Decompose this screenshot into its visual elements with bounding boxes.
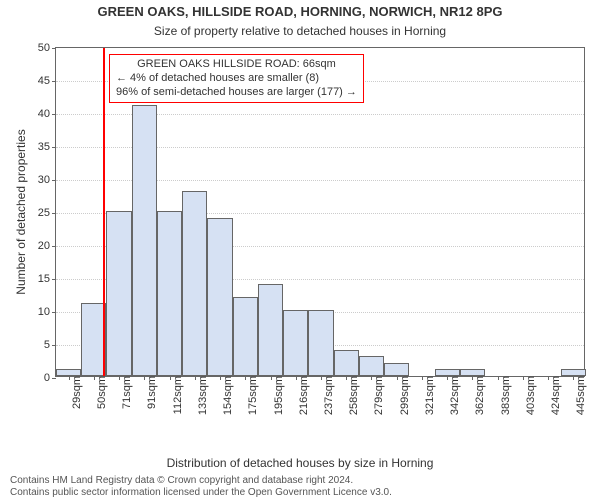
y-tick-label: 5: [44, 339, 56, 351]
y-axis-label: Number of detached properties: [14, 129, 28, 294]
histogram-bar: [182, 191, 207, 376]
x-tick-label: 321sqm: [422, 376, 436, 415]
x-tick-label: 112sqm: [170, 376, 184, 414]
x-tick-label: 133sqm: [195, 376, 209, 415]
histogram-bar: [106, 211, 131, 376]
x-tick-label: 424sqm: [548, 376, 562, 415]
x-tick-label: 91sqm: [144, 376, 158, 409]
x-tick-label: 29sqm: [69, 376, 83, 409]
x-tick-label: 258sqm: [346, 376, 360, 415]
y-tick-label: 45: [38, 75, 56, 87]
histogram-bar: [334, 350, 359, 376]
y-tick-label: 15: [38, 273, 56, 285]
x-tick-label: 195sqm: [271, 376, 285, 415]
histogram-bar: [384, 363, 409, 376]
y-tick-label: 35: [38, 141, 56, 153]
y-tick-label: 20: [38, 240, 56, 252]
chart-subtitle: Size of property relative to detached ho…: [0, 24, 600, 38]
x-tick-label: 175sqm: [245, 376, 259, 415]
y-tick-label: 10: [38, 306, 56, 318]
footer-line-1: Contains HM Land Registry data © Crown c…: [10, 475, 353, 486]
annotation-line: 96% of semi-detached houses are larger (…: [116, 86, 357, 100]
histogram-bar: [157, 211, 182, 376]
x-tick-label: 71sqm: [119, 376, 133, 409]
annotation-line: ← 4% of detached houses are smaller (8): [116, 72, 357, 86]
histogram-bar: [359, 356, 384, 376]
y-tick-label: 0: [44, 372, 56, 384]
histogram-bar: [460, 369, 485, 376]
y-tick-label: 30: [38, 174, 56, 186]
plot-area: 0510152025303540455029sqm50sqm71sqm91sqm…: [55, 47, 585, 377]
x-tick-label: 237sqm: [321, 376, 335, 415]
x-tick-label: 445sqm: [573, 376, 587, 415]
x-tick-label: 383sqm: [498, 376, 512, 415]
chart-title: GREEN OAKS, HILLSIDE ROAD, HORNING, NORW…: [0, 4, 600, 19]
x-axis-label: Distribution of detached houses by size …: [0, 456, 600, 470]
y-tick-label: 40: [38, 108, 56, 120]
annotation-line: GREEN OAKS HILLSIDE ROAD: 66sqm: [116, 58, 357, 72]
footer-line-2: Contains public sector information licen…: [10, 487, 392, 498]
histogram-bar: [132, 105, 157, 376]
y-tick-label: 25: [38, 207, 56, 219]
x-tick-label: 403sqm: [523, 376, 537, 415]
histogram-bar: [435, 369, 460, 376]
annotation-box: GREEN OAKS HILLSIDE ROAD: 66sqm← 4% of d…: [109, 54, 364, 103]
x-tick-label: 154sqm: [220, 376, 234, 415]
histogram-bar: [561, 369, 586, 376]
histogram-bar: [308, 310, 333, 376]
y-tick-label: 50: [38, 42, 56, 54]
x-tick-label: 279sqm: [371, 376, 385, 415]
x-tick-label: 299sqm: [397, 376, 411, 415]
reference-line: [103, 48, 105, 376]
x-tick-label: 50sqm: [94, 376, 108, 409]
x-tick-label: 216sqm: [296, 376, 310, 415]
histogram-bar: [258, 284, 283, 376]
histogram-bar: [233, 297, 258, 376]
chart-container: GREEN OAKS, HILLSIDE ROAD, HORNING, NORW…: [0, 0, 600, 500]
histogram-bar: [283, 310, 308, 376]
x-tick-label: 342sqm: [447, 376, 461, 415]
x-tick-label: 362sqm: [472, 376, 486, 415]
histogram-bar: [56, 369, 81, 376]
histogram-bar: [207, 218, 232, 376]
